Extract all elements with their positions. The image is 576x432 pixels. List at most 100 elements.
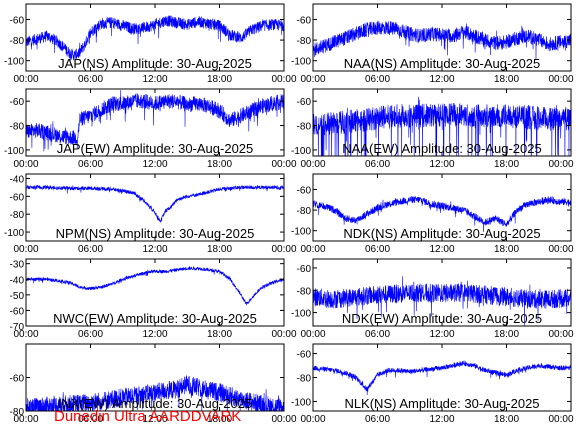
x-tick-label: 00:00 [13, 414, 38, 425]
y-tick-label: -60 [10, 97, 25, 108]
x-tick-label: 18:00 [494, 414, 519, 425]
x-tick-label: 18:00 [494, 74, 519, 85]
y-tick-label: -60 [297, 264, 312, 275]
x-tick-label: 00:00 [271, 159, 296, 170]
chart-title: NPM(NS) Amplitude: 30-Aug-2025 [56, 226, 255, 241]
x-tick-label: 00:00 [271, 244, 296, 255]
x-tick-label: 00:00 [548, 244, 573, 255]
chart-panel: -100 -80 -60 00:00 06:00 12:00 18:00 00:00 NLK(N… [291, 343, 574, 425]
y-tick-label: -60 [10, 306, 25, 317]
chart-panel: -100 -80 -60 00:00 06:00 12:00 18:00 00:00 NDK(E… [291, 258, 574, 340]
x-tick-label: 06:00 [78, 244, 103, 255]
x-tick-label: 18:00 [207, 329, 232, 340]
x-tick-label: 18:00 [207, 414, 232, 425]
series-line [313, 20, 571, 60]
x-tick-label: 00:00 [300, 414, 325, 425]
chart-title: NLK(NS) Amplitude: 30-Aug-2025 [344, 396, 539, 411]
y-tick-label: -50 [10, 291, 25, 302]
x-tick-label: 00:00 [271, 329, 296, 340]
y-tick-label: -60 [10, 374, 25, 385]
x-tick-label: 12:00 [142, 329, 167, 340]
x-tick-label: 12:00 [142, 244, 167, 255]
series-line [26, 15, 284, 63]
x-tick-label: 18:00 [207, 159, 232, 170]
x-tick-label: 00:00 [548, 159, 573, 170]
chart-title: NAA(NS) Amplitude: 30-Aug-2025 [344, 56, 541, 71]
y-tick-label: -80 [297, 286, 312, 297]
chart-panel: -100 -80 -60 00:00 06:00 12:00 18:00 00:00 JAP(E… [4, 88, 297, 170]
x-tick-label: 18:00 [494, 329, 519, 340]
y-tick-label: -30 [10, 260, 25, 271]
x-tick-label: 12:00 [429, 74, 454, 85]
y-tick-label: -80 [297, 122, 312, 133]
y-tick-label: -100 [4, 57, 24, 68]
y-tick-label: -60 [10, 15, 25, 26]
x-tick-label: 06:00 [78, 414, 103, 425]
x-tick-label: 00:00 [548, 329, 573, 340]
chart-title: NDK(EW) Amplitude: 30-Aug-2025 [342, 311, 542, 326]
y-tick-label: -100 [291, 227, 311, 238]
chart-panel: -80 -60 00:00 06:00 12:00 18:00 00:00 INX(EW) A… [10, 343, 297, 425]
chart-title: NWC(EW) Amplitude: 30-Aug-2025 [53, 311, 257, 326]
y-tick-label: -80 [10, 407, 25, 418]
series-line [313, 360, 571, 395]
x-tick-label: 00:00 [13, 74, 38, 85]
y-tick-label: -100 [291, 146, 311, 157]
x-tick-label: 18:00 [494, 159, 519, 170]
y-tick-label: -100 [4, 228, 24, 239]
y-tick-label: -80 [297, 36, 312, 47]
series-line [313, 96, 571, 156]
series-line [313, 195, 571, 233]
y-tick-label: -70 [10, 322, 25, 333]
y-tick-label: -60 [297, 15, 312, 26]
chart-panel: -100 -80 -60 00:00 06:00 12:00 18:00 00:00 NAA(E… [291, 88, 574, 170]
series-line [26, 265, 284, 306]
x-tick-label: 06:00 [78, 159, 103, 170]
x-tick-label: 06:00 [365, 329, 390, 340]
x-tick-label: 00:00 [271, 414, 296, 425]
y-tick-label: -80 [10, 36, 25, 47]
y-tick-label: -100 [4, 146, 24, 157]
chart-title: INX(EW) Amplitude: 30-Aug-2025 [58, 396, 252, 411]
x-tick-label: 12:00 [142, 414, 167, 425]
y-tick-label: -80 [297, 206, 312, 217]
x-tick-label: 00:00 [300, 74, 325, 85]
x-tick-label: 00:00 [300, 159, 325, 170]
x-tick-label: 00:00 [548, 74, 573, 85]
x-tick-label: 06:00 [365, 159, 390, 170]
x-tick-label: 06:00 [78, 329, 103, 340]
x-tick-label: 00:00 [13, 329, 38, 340]
chart-title: JAP(EW) Amplitude: 30-Aug-2025 [57, 141, 254, 156]
chart-panel: -70 -60 -50 -40 -30 00:00 06:00 12:00 18:00 00:00… [10, 258, 297, 340]
y-tick-label: -60 [297, 350, 312, 361]
y-tick-label: -40 [10, 275, 25, 286]
x-tick-label: 06:00 [78, 74, 103, 85]
y-tick-label: -80 [10, 122, 25, 133]
y-tick-label: -40 [10, 174, 25, 185]
x-tick-label: 06:00 [365, 74, 390, 85]
x-tick-label: 06:00 [365, 244, 390, 255]
x-tick-label: 12:00 [429, 329, 454, 340]
chart-title: NDK(NS) Amplitude: 30-Aug-2025 [343, 226, 540, 241]
x-tick-label: 06:00 [365, 414, 390, 425]
y-tick-label: -100 [291, 397, 311, 408]
y-tick-label: -100 [291, 309, 311, 320]
x-tick-label: 12:00 [429, 244, 454, 255]
x-tick-label: 12:00 [429, 159, 454, 170]
series-line [313, 276, 571, 326]
chart-panel: -100 -80 -60 00:00 06:00 12:00 18:00 00:00 NDK(N… [291, 173, 574, 255]
y-tick-label: -100 [291, 57, 311, 68]
chart-title: NAA(EW) Amplitude: 30-Aug-2025 [342, 141, 541, 156]
x-tick-label: 12:00 [142, 159, 167, 170]
chart-panel: -100 -80 -60 -40 00:00 06:00 12:00 18:00 00:00 NP… [4, 173, 297, 255]
series-line [26, 90, 284, 152]
y-tick-label: -80 [297, 374, 312, 385]
x-tick-label: 00:00 [300, 244, 325, 255]
x-tick-label: 18:00 [494, 244, 519, 255]
x-tick-label: 12:00 [429, 414, 454, 425]
chart-panel: -100 -80 -60 00:00 06:00 12:00 18:00 00:00 NAA(N… [291, 3, 574, 85]
x-tick-label: 18:00 [207, 244, 232, 255]
x-tick-label: 18:00 [207, 74, 232, 85]
x-tick-label: 00:00 [13, 244, 38, 255]
